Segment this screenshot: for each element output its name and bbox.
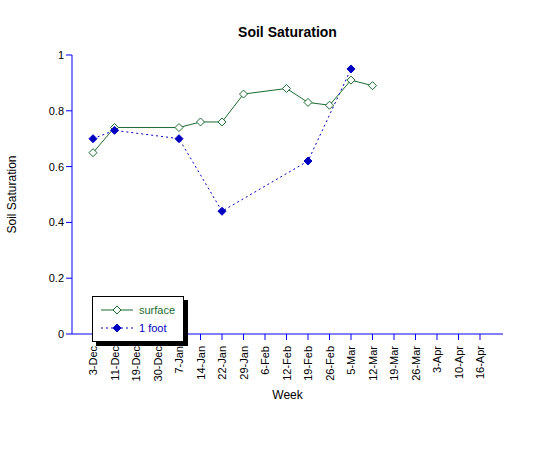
svg-text:12-Mar: 12-Mar — [367, 346, 379, 381]
svg-text:0.4: 0.4 — [49, 216, 64, 228]
svg-text:19-Dec: 19-Dec — [130, 346, 142, 382]
svg-text:30-Dec: 30-Dec — [152, 346, 164, 382]
svg-text:0.6: 0.6 — [49, 161, 64, 173]
svg-text:19-Mar: 19-Mar — [388, 346, 400, 381]
svg-text:11-Dec: 11-Dec — [109, 346, 121, 381]
svg-text:7-Jan: 7-Jan — [173, 346, 185, 374]
svg-text:0.8: 0.8 — [49, 105, 64, 117]
svg-text:3-Apr: 3-Apr — [431, 346, 443, 373]
svg-text:26-Feb: 26-Feb — [324, 346, 336, 381]
html-text:Soil Saturation: Soil Saturation — [238, 24, 337, 40]
svg-text:26-Mar: 26-Mar — [410, 346, 422, 381]
html-text:surface: surface — [139, 304, 176, 316]
svg-text:10-Apr: 10-Apr — [453, 346, 465, 379]
svg-text:0.2: 0.2 — [49, 272, 64, 284]
html-text:1 foot: 1 foot — [139, 322, 167, 334]
svg-text:16-Apr: 16-Apr — [474, 346, 486, 379]
svg-text:0: 0 — [58, 328, 64, 340]
svg-text:5-Mar: 5-Mar — [345, 346, 357, 375]
svg-text:3-Dec: 3-Dec — [87, 346, 99, 376]
svg-text:22-Jan: 22-Jan — [216, 346, 228, 380]
svg-text:6-Feb: 6-Feb — [259, 346, 271, 375]
svg-text:Week: Week — [272, 388, 303, 402]
svg-text:19-Feb: 19-Feb — [302, 346, 314, 381]
svg-text:29-Jan: 29-Jan — [238, 346, 250, 380]
svg-text:Soil Saturation: Soil Saturation — [8, 155, 19, 233]
svg-text:1: 1 — [58, 49, 64, 61]
svg-text:14-Jan: 14-Jan — [195, 346, 207, 380]
svg-text:12-Feb: 12-Feb — [281, 346, 293, 381]
